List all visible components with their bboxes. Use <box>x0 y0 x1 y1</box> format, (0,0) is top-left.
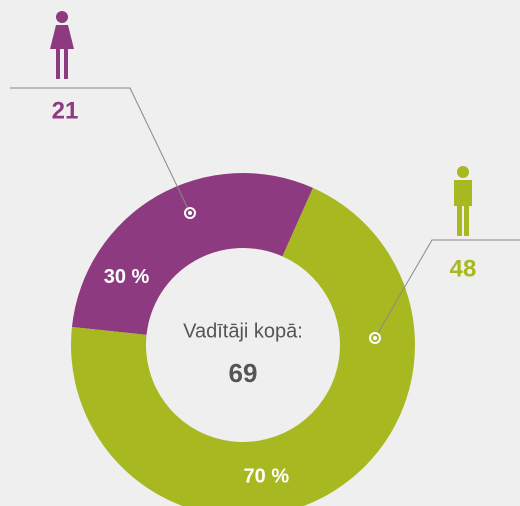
percent-label: 70 % <box>244 466 290 488</box>
donut-segment <box>71 187 415 506</box>
leader-dot <box>369 332 381 344</box>
leader-dot <box>184 207 196 219</box>
male-icon <box>454 166 472 236</box>
leader-dot-center <box>188 211 192 215</box>
female-icon <box>50 11 74 79</box>
leader-line <box>374 239 520 339</box>
center-label: Vadītāji kopā: <box>183 320 303 342</box>
count-label: 48 <box>450 255 477 282</box>
count-label: 21 <box>52 97 79 124</box>
percent-label: 30 % <box>104 266 150 288</box>
total: 69 <box>229 358 258 388</box>
donut-segment <box>71 173 313 335</box>
leader-dot-center <box>373 336 377 340</box>
leader-line <box>10 87 191 214</box>
